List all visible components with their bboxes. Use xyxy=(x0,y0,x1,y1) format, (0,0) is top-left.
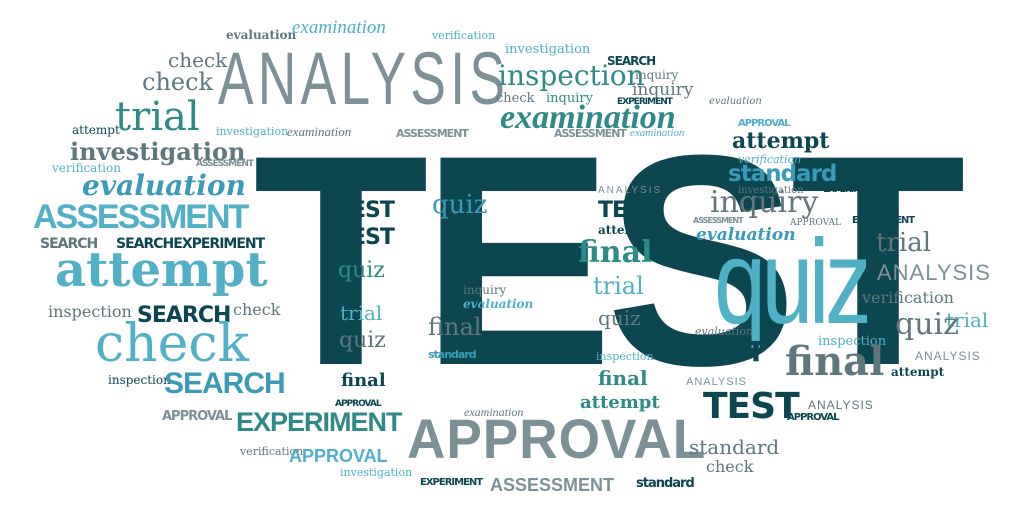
word-approval: APPROVAL xyxy=(335,399,382,409)
word-check: check xyxy=(142,68,214,96)
word-check: check xyxy=(168,48,228,72)
word-examination: examination xyxy=(500,99,676,136)
word-approval: APPROVAL xyxy=(787,412,840,423)
word-trial: trial xyxy=(340,301,383,325)
word-experiment: EXPERIMENT xyxy=(617,97,673,107)
word-analysis: ANALYSIS xyxy=(808,398,874,412)
word-quiz: quiz xyxy=(895,307,959,342)
word-examination: examination xyxy=(630,127,685,139)
word-final: final xyxy=(428,313,482,341)
word-inquiry: inquiry xyxy=(546,91,593,106)
word-attempt: attempt xyxy=(891,365,945,379)
word-final: final xyxy=(785,338,885,385)
word-investigation: investigation xyxy=(505,42,591,57)
word-approval: APPROVAL xyxy=(738,118,791,129)
word-test: TEST xyxy=(337,225,395,250)
word-search: SEARCH xyxy=(137,303,231,328)
word-final: final xyxy=(598,366,648,390)
word-assessment: ASSESSMENT xyxy=(554,127,627,140)
word-test: TEST xyxy=(598,198,656,223)
word-inquiry: inquiry xyxy=(632,80,694,100)
word-experiment: EXPERIMENT xyxy=(852,215,915,226)
word-search-experiment: SEARCHEXPERIMENT xyxy=(116,236,265,252)
word-investigation: investigation xyxy=(340,466,413,479)
word-trial: trial xyxy=(946,308,989,332)
word-verification: verification xyxy=(738,153,802,166)
word-verification: verification xyxy=(52,161,121,175)
word-assessment: ASSESSMENT xyxy=(396,127,469,140)
word-verification: verification xyxy=(432,29,496,42)
word-standard: standard xyxy=(689,435,780,459)
word-final: final xyxy=(578,235,653,270)
word-trial: trial xyxy=(115,94,200,140)
word-check: check xyxy=(706,457,754,476)
word-quiz: quiz xyxy=(339,328,386,353)
word-attempt: attempt xyxy=(55,242,268,298)
word-analysis: ANALYSIS xyxy=(598,185,663,196)
word-evaluation: evaluation xyxy=(463,297,534,311)
word-evaluation: evaluation xyxy=(226,28,297,42)
word-evaluation: evaluation xyxy=(695,325,754,338)
word-check: check xyxy=(233,300,281,319)
word-investigation: investigation xyxy=(738,185,804,196)
word-standard: standard xyxy=(428,348,477,361)
word-trial: trial xyxy=(593,272,644,300)
word-standard: standard xyxy=(728,161,837,187)
word-test: TEST xyxy=(337,198,395,223)
word-analysis: ANALYSIS xyxy=(218,37,510,120)
word-inspection: inspection xyxy=(498,59,645,92)
word-final: final xyxy=(341,370,386,391)
word-quiz: quiz xyxy=(598,306,641,330)
word-analysis: ANALYSIS xyxy=(877,260,991,285)
word-search: SEARCH xyxy=(164,367,286,400)
word-attempt: attempt xyxy=(580,392,660,413)
word-inspection: inspection xyxy=(108,373,171,387)
word-search: SEARCH xyxy=(40,236,98,252)
word-check: check xyxy=(95,314,250,374)
word-evaluation: evaluation xyxy=(696,225,796,245)
word-analysis: ANALYSIS xyxy=(686,376,747,388)
word-examination: examination xyxy=(287,124,352,139)
word-quiz: quiz xyxy=(432,190,488,220)
word-inquiry: inquiry xyxy=(710,185,819,220)
word-quiz-large: quiz xyxy=(714,215,872,349)
word-approval: APPROVAL xyxy=(407,407,707,470)
word-verification: verification xyxy=(240,445,304,458)
word-test: TEST xyxy=(703,386,800,427)
word-assessment: ASSESSMENT xyxy=(196,159,254,169)
word-experiment: EXPERIMENT xyxy=(823,185,879,195)
word-verification: verification xyxy=(862,288,954,307)
word-investigation: investigation xyxy=(70,137,246,166)
word-inquiry: inquiry xyxy=(635,68,679,82)
word-inquiry: inquiry xyxy=(463,283,507,297)
word-experiment: EXPERIMENT xyxy=(420,477,483,488)
word-approval: APPROVAL xyxy=(162,409,232,424)
word-attempt: attempt xyxy=(72,123,120,137)
word-investigation: investigation xyxy=(216,125,289,138)
word-search: SEARCH xyxy=(607,54,656,68)
word-inspection: inspection xyxy=(48,302,132,321)
word-analysis: ANALYSIS xyxy=(915,349,981,363)
word-evaluation: evaluation xyxy=(709,96,762,107)
word-inspection: inspection xyxy=(818,334,887,349)
word-examination: examination xyxy=(464,405,524,419)
word-attempt: attempt xyxy=(732,128,830,154)
word-assessment: ASSESSMENT xyxy=(693,216,744,225)
word-evaluation: evaluation xyxy=(82,169,246,202)
word-check: check xyxy=(496,91,535,106)
word-approval: APPROVAL xyxy=(289,446,388,466)
word-quiz: quiz xyxy=(338,258,385,283)
word-inspection: inspection xyxy=(596,350,654,363)
word-assessment: ASSESSMENT xyxy=(33,198,249,236)
word-standard: standard xyxy=(636,476,695,491)
word-approval: APPROVAL xyxy=(790,218,841,228)
word-experiment: EXPERIMENT xyxy=(236,407,403,437)
word-trial: trial xyxy=(876,228,932,258)
word-examination: examination xyxy=(292,17,386,38)
word-attempt: attempt xyxy=(598,223,652,237)
word-test: TEST xyxy=(691,335,765,368)
word-test-main: TEST xyxy=(253,92,966,428)
word-assessment: ASSESSMENT xyxy=(490,475,615,495)
